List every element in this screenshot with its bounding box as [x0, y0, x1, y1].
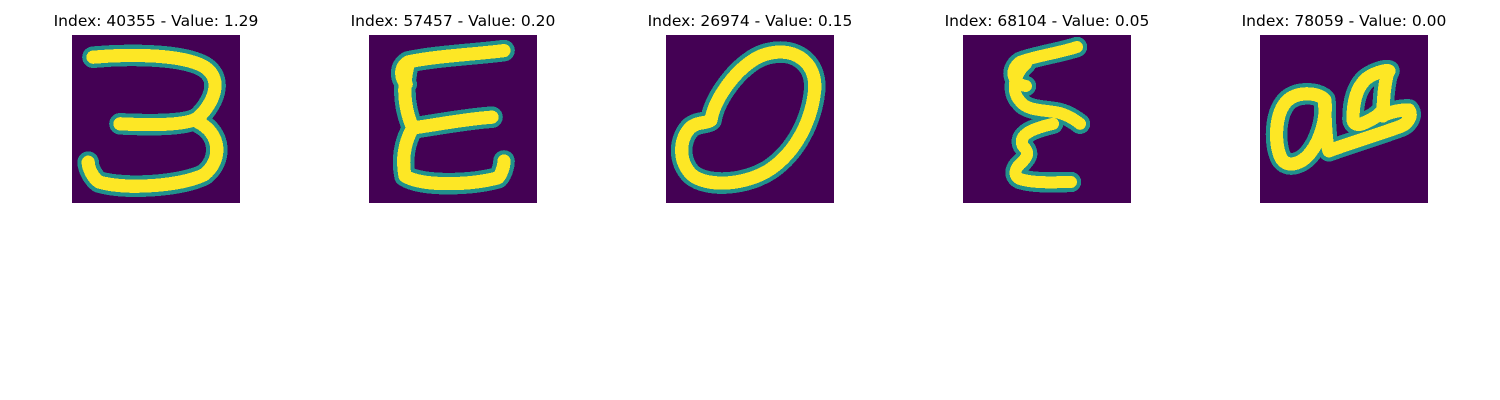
- letters-aa-image: [1260, 35, 1428, 203]
- letter-epsilon-image: [963, 35, 1131, 203]
- glyph-strokes: [390, 39, 515, 195]
- glyph-strokes: [1265, 59, 1421, 175]
- letter-e-image: [369, 35, 537, 203]
- glyph-strokes: [77, 44, 228, 197]
- glyph-strokes: [670, 41, 826, 194]
- panel-title: Index: 57457 - Value: 0.20: [350, 12, 556, 30]
- panel-title: Index: 26974 - Value: 0.15: [647, 12, 853, 30]
- digit-0-image: [666, 35, 834, 203]
- panel-4: Index: 68104 - Value: 0.05: [917, 0, 1177, 210]
- panel-2: Index: 57457 - Value: 0.20: [323, 0, 583, 210]
- panel-title: Index: 40355 - Value: 1.29: [53, 12, 259, 30]
- panel-title: Index: 78059 - Value: 0.00: [1241, 12, 1447, 30]
- digit-3-image: [72, 35, 240, 203]
- glyph-strokes: [1003, 36, 1091, 193]
- panel-5: Index: 78059 - Value: 0.00: [1214, 0, 1474, 210]
- panel-title: Index: 68104 - Value: 0.05: [944, 12, 1150, 30]
- panel-3: Index: 26974 - Value: 0.15: [620, 0, 880, 210]
- panel-1: Index: 40355 - Value: 1.29: [26, 0, 286, 210]
